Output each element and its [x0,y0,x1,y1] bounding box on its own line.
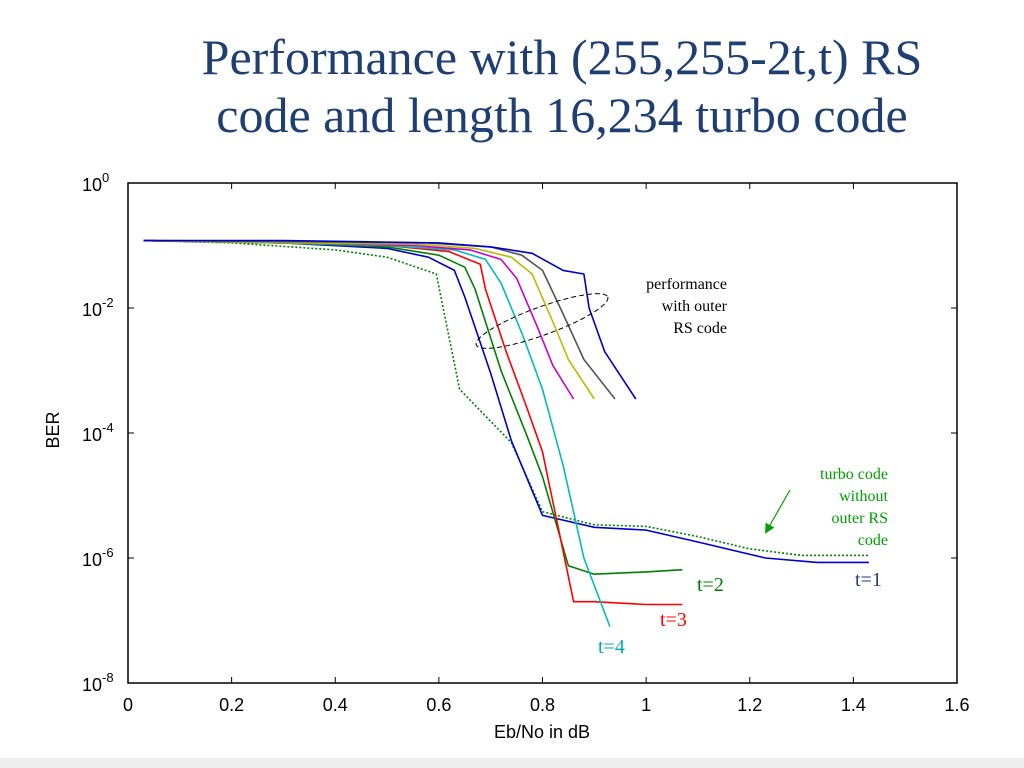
label-t-3: t=3 [660,609,687,631]
y-tick-label: 10-8 [82,670,114,695]
y-axis-label: BER [43,411,63,448]
footer-strip [0,758,1024,768]
series-line-9 [143,239,637,400]
rs-annotation-line-2: with outer [662,298,728,315]
series-line-6 [143,239,575,400]
slide-title: Performance with (255,255-2t,t) RS code … [100,28,1024,144]
rs-annotation-line-3: RS code [673,320,727,337]
series-line-5 [143,239,611,627]
plot-frame [127,182,958,684]
rs-code-group-ellipse [475,293,609,349]
x-tick-label: 1 [641,695,651,715]
series-line-1 [143,239,869,557]
slide-title-line-1: Performance with (255,255-2t,t) RS [201,29,923,85]
x-tick-label: 0.6 [426,695,451,715]
x-tick-label: 1.6 [944,695,969,715]
label-t-4: t=4 [598,636,625,658]
series-line-7 [143,239,595,400]
series-line-2 [143,239,869,564]
series-line-8 [143,239,616,400]
rs-annotation-line-1: performance [646,276,727,293]
series-line-4 [143,239,683,606]
annotation-arrow [765,489,791,534]
slide-title-line-2: code and length 16,234 turbo code [216,87,908,143]
label-t-2: t=2 [697,574,724,596]
x-tick-label: 1.2 [737,695,762,715]
series-line-3 [143,239,683,576]
turbo-annotation-line-2: without [839,488,888,505]
x-axis-label: Eb/No in dB [494,722,590,742]
label-t-1: t=1 [855,569,882,591]
y-tick-label: 10-2 [82,295,114,320]
y-tick-label: 100 [82,170,109,195]
y-tick-label: 10-6 [82,545,114,570]
turbo-annotation-line-1: turbo code [820,466,888,483]
turbo-annotation-line-3: outer RS [832,510,888,527]
y-tick-label: 10-4 [82,420,114,445]
x-tick-label: 0 [123,695,133,715]
turbo-annotation-line-4: code [858,532,888,549]
x-tick-label: 0.8 [530,695,555,715]
x-tick-label: 0.4 [323,695,348,715]
x-tick-label: 0.2 [219,695,244,715]
x-tick-label: 1.4 [841,695,866,715]
